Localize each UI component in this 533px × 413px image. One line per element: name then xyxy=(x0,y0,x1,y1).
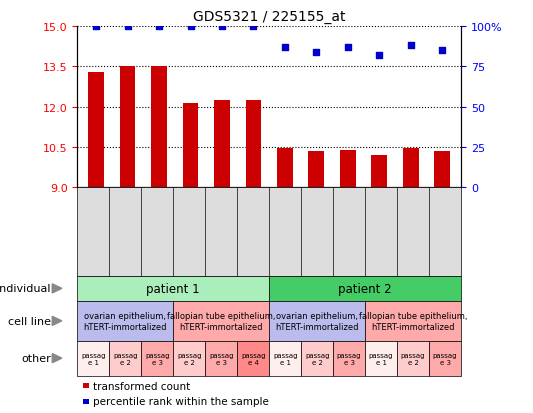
Point xyxy=(186,24,195,30)
Text: patient 1: patient 1 xyxy=(147,282,200,295)
Bar xyxy=(372,156,387,188)
Bar xyxy=(277,149,293,188)
Bar xyxy=(151,66,167,188)
Text: passag
e 3: passag e 3 xyxy=(433,352,457,365)
Text: other: other xyxy=(21,353,51,363)
Text: transformed count: transformed count xyxy=(93,381,190,391)
Point xyxy=(249,24,257,30)
Text: cell line: cell line xyxy=(7,316,51,326)
Point xyxy=(407,43,415,50)
Point xyxy=(312,49,321,56)
Point xyxy=(92,24,100,30)
Text: passag
e 1: passag e 1 xyxy=(273,352,297,365)
Point xyxy=(375,52,384,59)
Bar xyxy=(183,103,198,188)
Point xyxy=(344,45,352,51)
Text: passag
e 4: passag e 4 xyxy=(241,352,265,365)
Text: passag
e 2: passag e 2 xyxy=(401,352,425,365)
Bar xyxy=(88,72,104,188)
Text: fallopian tube epithelium,
hTERT-immortalized: fallopian tube epithelium, hTERT-immorta… xyxy=(359,311,467,331)
Text: passag
e 2: passag e 2 xyxy=(177,352,201,365)
Text: passag
e 3: passag e 3 xyxy=(145,352,169,365)
Bar xyxy=(403,148,418,188)
Bar xyxy=(309,152,324,188)
Point xyxy=(281,45,289,51)
Point xyxy=(155,24,163,30)
Text: percentile rank within the sample: percentile rank within the sample xyxy=(93,396,269,406)
Text: ovarian epithelium,
hTERT-immortalized: ovarian epithelium, hTERT-immortalized xyxy=(84,311,167,331)
Point xyxy=(123,24,132,30)
Text: fallopian tube epithelium,
hTERT-immortalized: fallopian tube epithelium, hTERT-immorta… xyxy=(167,311,276,331)
Text: passag
e 2: passag e 2 xyxy=(305,352,329,365)
Text: passag
e 3: passag e 3 xyxy=(209,352,233,365)
Point xyxy=(217,24,226,30)
Text: individual: individual xyxy=(0,284,51,294)
Bar xyxy=(214,101,230,188)
Text: passag
e 1: passag e 1 xyxy=(369,352,393,365)
Bar xyxy=(340,150,356,188)
Bar xyxy=(120,66,135,188)
Text: ovarian epithelium,
hTERT-immortalized: ovarian epithelium, hTERT-immortalized xyxy=(276,311,359,331)
Text: passag
e 1: passag e 1 xyxy=(81,352,106,365)
Title: GDS5321 / 225155_at: GDS5321 / 225155_at xyxy=(193,10,345,24)
Text: passag
e 2: passag e 2 xyxy=(113,352,138,365)
Text: passag
e 3: passag e 3 xyxy=(337,352,361,365)
Text: patient 2: patient 2 xyxy=(338,282,392,295)
Bar xyxy=(246,101,261,188)
Bar xyxy=(434,152,450,188)
Point xyxy=(438,47,447,54)
